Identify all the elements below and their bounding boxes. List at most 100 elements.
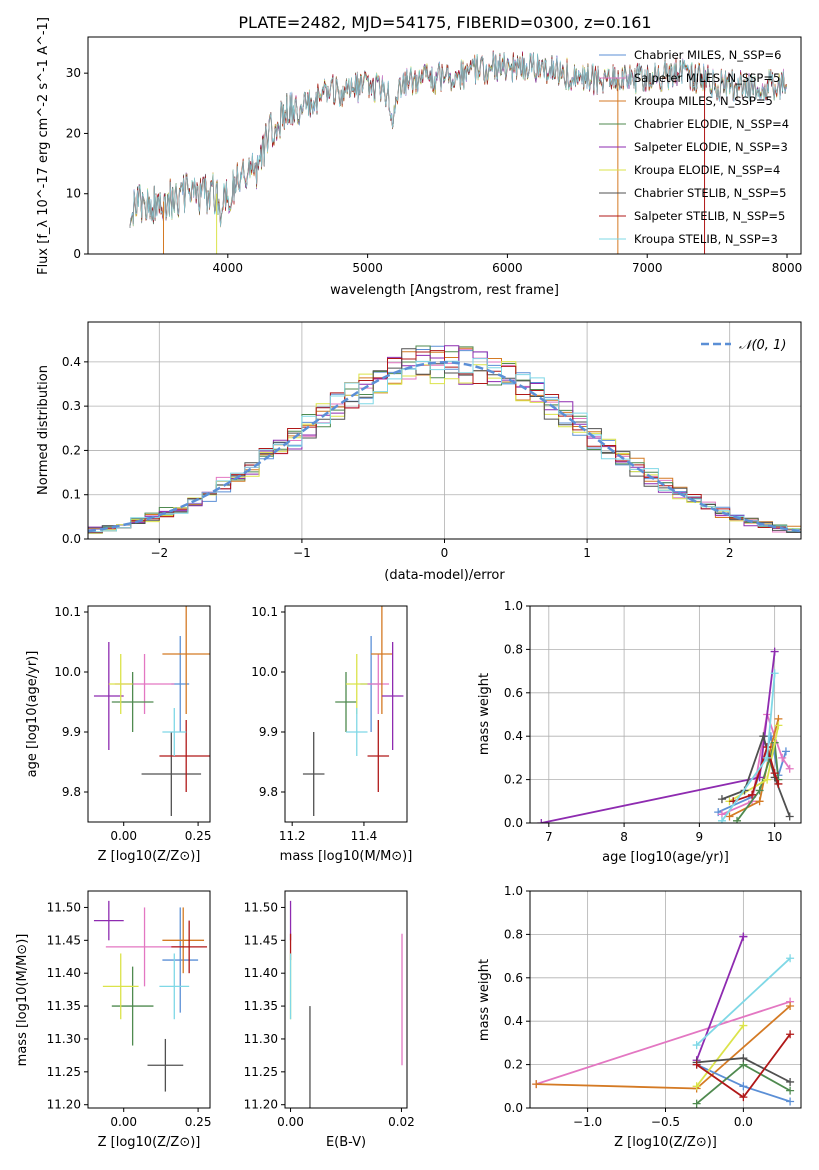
y-tick-label: 11.25 — [47, 1065, 81, 1079]
y-tick-label: 10 — [66, 187, 81, 201]
y-tick-label: 9.8 — [259, 785, 278, 799]
x-tick-label: 0.00 — [110, 1115, 137, 1129]
legend-entry: Chabrier STELIB, N_SSP=5 — [634, 186, 786, 200]
weight-marker — [774, 779, 783, 788]
axes-frame — [284, 890, 408, 1109]
x-tick-label: 9 — [696, 830, 704, 844]
y-tick-label: 10.0 — [54, 665, 81, 679]
y-tick-label: 1.0 — [504, 884, 523, 898]
y-tick-label: 11.50 — [47, 900, 81, 914]
weight-marker — [692, 1082, 701, 1091]
y-tick-label: 11.40 — [47, 966, 81, 980]
weight-marker — [785, 764, 794, 773]
y-tick-label: 11.45 — [47, 933, 81, 947]
y-tick-label: 0.0 — [504, 1101, 523, 1115]
weight-marker — [774, 721, 783, 730]
y-tick-label: 11.45 — [244, 933, 278, 947]
axes-frame — [529, 605, 802, 824]
spectrum-series — [129, 51, 787, 228]
legend-entry: Kroupa STELIB, N_SSP=3 — [634, 232, 778, 246]
x-tick-label: 8000 — [772, 261, 803, 275]
x-tick-label: 0.25 — [185, 829, 212, 843]
weight-marker — [763, 753, 772, 762]
y-tick-label: 10.0 — [251, 665, 278, 679]
histograms — [88, 345, 801, 537]
weight-marker — [770, 647, 779, 656]
x-tick-label: 7000 — [632, 261, 663, 275]
y-tick-label: 30 — [66, 66, 81, 80]
weight-marker — [748, 790, 757, 799]
weight-marker — [786, 1097, 795, 1106]
y-axis-label: mass weight — [477, 673, 492, 755]
weight-marker — [739, 1021, 748, 1030]
spectrum-lines — [129, 50, 788, 254]
x-axis-label: Z [log10(Z/Z⊙)] — [614, 1135, 717, 1150]
y-tick-label: 0.4 — [504, 1014, 523, 1028]
residual-panel: −2 −1 0 1 2 0.0 0.1 0.2 0.3 0.4 (data-model)/error… — [36, 321, 802, 583]
panel-age_vs_Z: 0.00 0.25 9.8 9.9 10.0 10.1 Z [log10(Z/Z⊙)] age… — [25, 605, 212, 864]
legend-entry: Salpeter MILES, N_SSP=5 — [634, 71, 780, 85]
weight-line — [535, 1000, 791, 1085]
weight-marker — [763, 775, 772, 784]
y-tick-label: 11.40 — [244, 966, 278, 980]
y-tick-label: 0.2 — [504, 773, 523, 787]
weight-line — [536, 1005, 791, 1090]
weight-marker — [739, 1093, 748, 1102]
y-tick-label: 11.50 — [244, 900, 278, 914]
y-tick-label: 11.35 — [47, 999, 81, 1013]
x-tick-label: 6000 — [492, 261, 523, 275]
y-tick-label: 11.35 — [244, 999, 278, 1013]
weight-marker — [692, 1041, 701, 1050]
y-tick-label: 11.25 — [244, 1065, 278, 1079]
weight-marker — [532, 1080, 541, 1089]
x-tick-label: 0 — [441, 546, 449, 560]
weight-marker — [759, 732, 768, 741]
y-tick-label: 11.30 — [47, 1032, 81, 1046]
spectrum-panel: 4000 5000 6000 7000 8000 0 10 20 30 wavelength [A… — [36, 17, 802, 298]
axes-frame — [87, 890, 211, 1109]
panel-age_vs_mass: 11.2 11.4 9.8 9.9 10.0 10.1 mass [log10(M/M⊙)] — [251, 605, 412, 864]
weight-marker — [786, 1030, 795, 1039]
weight-marker — [692, 1099, 701, 1108]
y-tick-label: 0.4 — [504, 729, 523, 743]
weight-line — [695, 1024, 745, 1087]
normal-pdf-curve — [88, 361, 801, 533]
x-tick-label: 7 — [545, 830, 553, 844]
weight-marker — [781, 747, 790, 756]
errorbars — [289, 900, 403, 1108]
y-axis-label: Normed distribution — [36, 365, 51, 495]
x-tick-label: −2 — [150, 546, 168, 560]
legend-entry: Chabrier ELODIE, N_SSP=4 — [634, 117, 789, 131]
axes-frame — [87, 36, 802, 255]
weight-marker — [739, 1082, 748, 1091]
errorbars — [93, 900, 208, 1092]
y-tick-label: 0.3 — [62, 399, 81, 413]
legend-entry: Chabrier MILES, N_SSP=6 — [634, 48, 781, 62]
x-tick-label: 8 — [620, 830, 628, 844]
y-tick-label: 0.8 — [504, 927, 523, 941]
weight-series — [537, 647, 794, 823]
x-axis-label: E(B-V) — [326, 1135, 366, 1150]
y-tick-label: 0.0 — [504, 816, 523, 830]
weight-marker — [778, 753, 787, 762]
y-axis-label: age [log10(age/yr)] — [25, 651, 40, 778]
y-axis-label: mass weight — [477, 959, 492, 1041]
y-tick-label: 9.8 — [62, 785, 81, 799]
panel-weight_vs_Z: −1.0 −0.5 0.0 0.0 0.2 0.4 0.6 0.8 1.0 Z [log10(Z/… — [477, 884, 802, 1150]
x-tick-label: 5000 — [352, 261, 383, 275]
weight-marker — [770, 669, 779, 678]
legend-entry: 𝒩(0, 1) — [739, 338, 786, 353]
y-axis-label: Flux [f_λ 10^-17 erg cm^-2 s^-1 A^-1] — [36, 17, 51, 275]
weight-marker — [739, 1054, 748, 1063]
x-tick-label: 0.00 — [277, 1115, 304, 1129]
weight-line — [695, 936, 745, 1061]
x-tick-label: −1 — [293, 546, 311, 560]
figure-title: PLATE=2482, MJD=54175, FIBERID=0300, z=0… — [238, 13, 651, 32]
y-tick-label: 0.6 — [504, 686, 523, 700]
errorbars — [302, 606, 404, 816]
legend-entry: Salpeter ELODIE, N_SSP=3 — [634, 140, 788, 154]
x-tick-label: −1.0 — [573, 1115, 602, 1129]
x-tick-label: 0.0 — [734, 1115, 753, 1129]
x-axis-label: Z [log10(Z/Z⊙)] — [98, 1135, 201, 1150]
weight-marker — [725, 812, 734, 821]
